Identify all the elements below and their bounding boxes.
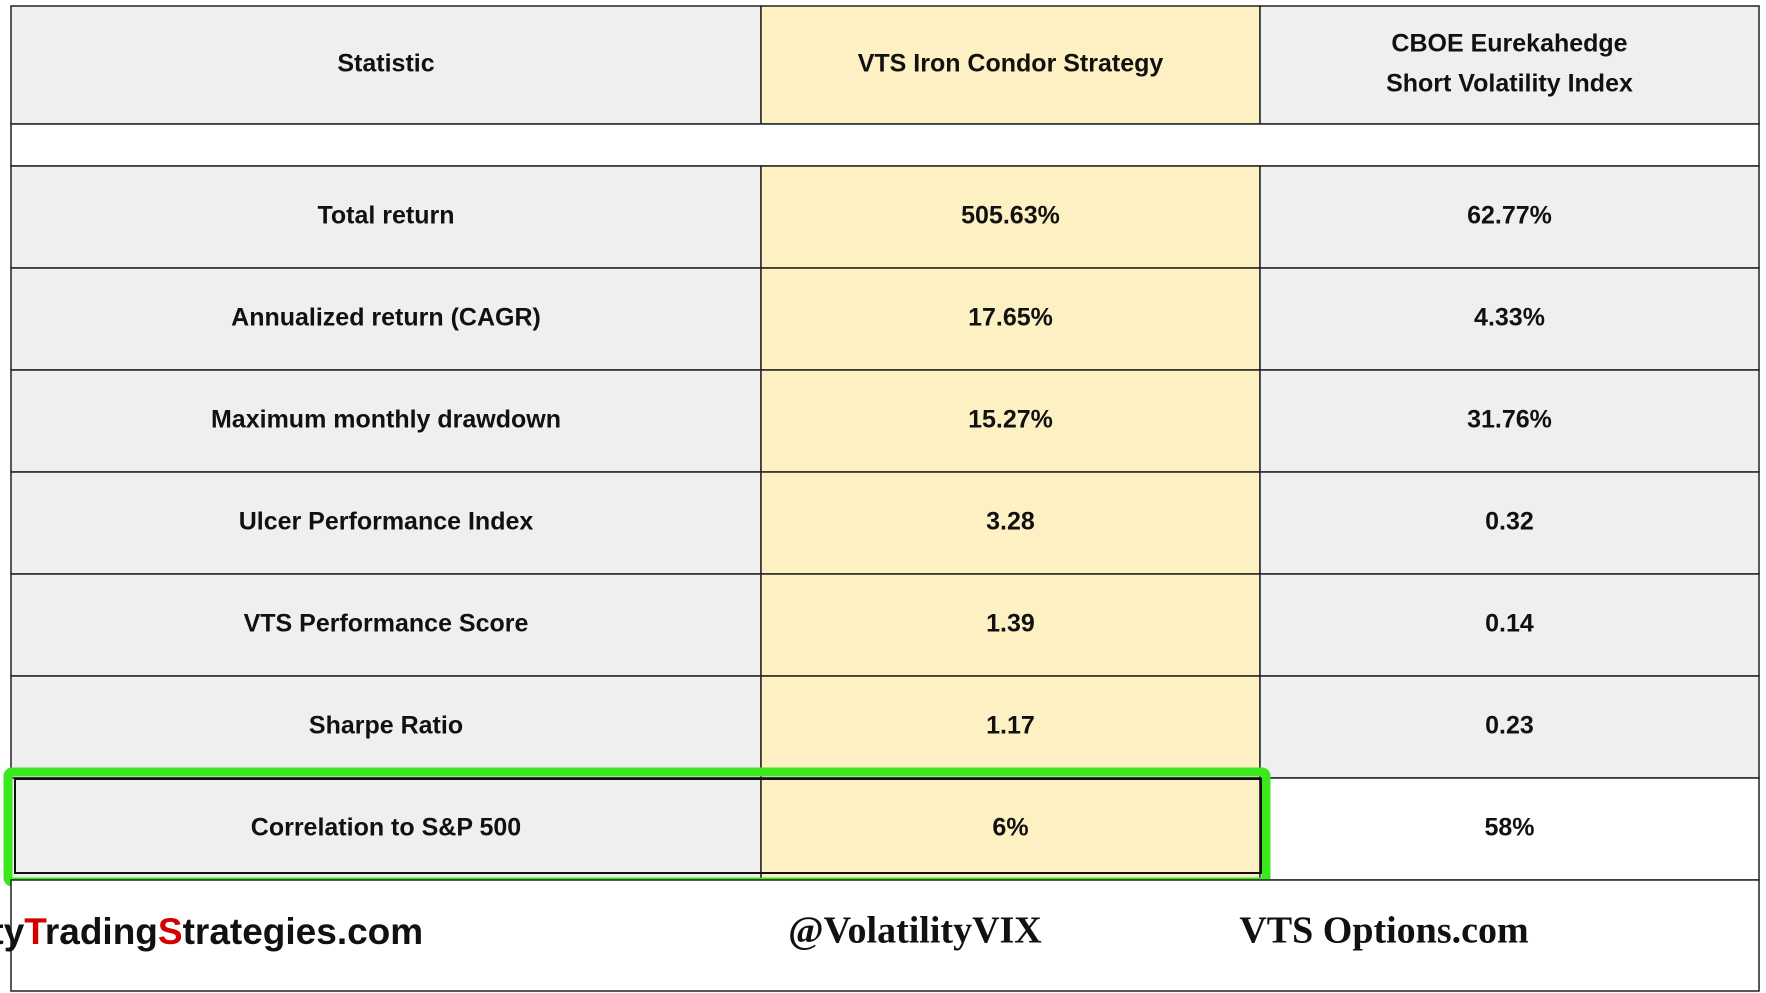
cell-value: 6% — [992, 814, 1028, 842]
cell — [1259, 267, 1760, 371]
statistic-label: Maximum monthly drawdown — [211, 406, 561, 434]
header-text: Statistic — [337, 50, 434, 78]
cell — [10, 165, 762, 269]
cell — [1259, 369, 1760, 473]
cell — [10, 573, 762, 677]
site-part: trategies.com — [183, 911, 424, 952]
footer — [10, 879, 1760, 992]
header-text: VTS Iron Condor Strategy — [858, 50, 1164, 78]
cell — [10, 675, 762, 779]
cell-value: 62.77% — [1467, 202, 1552, 230]
cell — [10, 471, 762, 575]
statistic-label: Annualized return (CAGR) — [231, 304, 541, 332]
cell — [10, 369, 762, 473]
site-part: rading — [45, 911, 158, 952]
statistic-label: Sharpe Ratio — [309, 712, 463, 740]
statistic-label: Ulcer Performance Index — [239, 508, 534, 536]
cell — [10, 777, 762, 881]
cell-value: 505.63% — [961, 202, 1060, 230]
cell — [760, 369, 1261, 473]
highlight-inner — [14, 778, 1262, 874]
cell-value: 3.28 — [986, 508, 1035, 536]
cell — [1259, 675, 1760, 779]
site-link: VolatilityTradingStrategies.com — [0, 911, 423, 952]
cell — [760, 777, 1261, 881]
cell-value: 1.39 — [986, 610, 1035, 638]
header-cell — [1259, 5, 1760, 125]
site-part: S — [158, 911, 183, 952]
cell-value: 31.76% — [1467, 406, 1552, 434]
cell-value: 1.17 — [986, 712, 1035, 740]
cell-value: 0.32 — [1485, 508, 1534, 536]
site-part: olatility — [0, 911, 25, 952]
options-site: VTS Options.com — [1239, 910, 1528, 952]
cell-value: 17.65% — [968, 304, 1053, 332]
cell-value: 0.14 — [1485, 610, 1534, 638]
header-text: Short Volatility Index — [1386, 70, 1633, 98]
cell — [1259, 777, 1760, 881]
statistic-label: Total return — [317, 202, 454, 230]
cell — [760, 573, 1261, 677]
cell — [10, 267, 762, 371]
twitter-handle: @VolatilityVIX — [788, 910, 1042, 952]
cell-value: 4.33% — [1474, 304, 1545, 332]
cell — [1259, 165, 1760, 269]
statistic-label: VTS Performance Score — [244, 610, 529, 638]
cell — [760, 675, 1261, 779]
cell-value: 58% — [1484, 814, 1534, 842]
cell-value: 15.27% — [968, 406, 1053, 434]
header-text: CBOE Eurekahedge — [1391, 30, 1627, 58]
statistic-label: Correlation to S&P 500 — [251, 814, 521, 842]
cell-value: 0.23 — [1485, 712, 1534, 740]
site-part: T — [24, 911, 47, 952]
spacer-row — [10, 123, 1760, 167]
cell — [760, 267, 1261, 371]
